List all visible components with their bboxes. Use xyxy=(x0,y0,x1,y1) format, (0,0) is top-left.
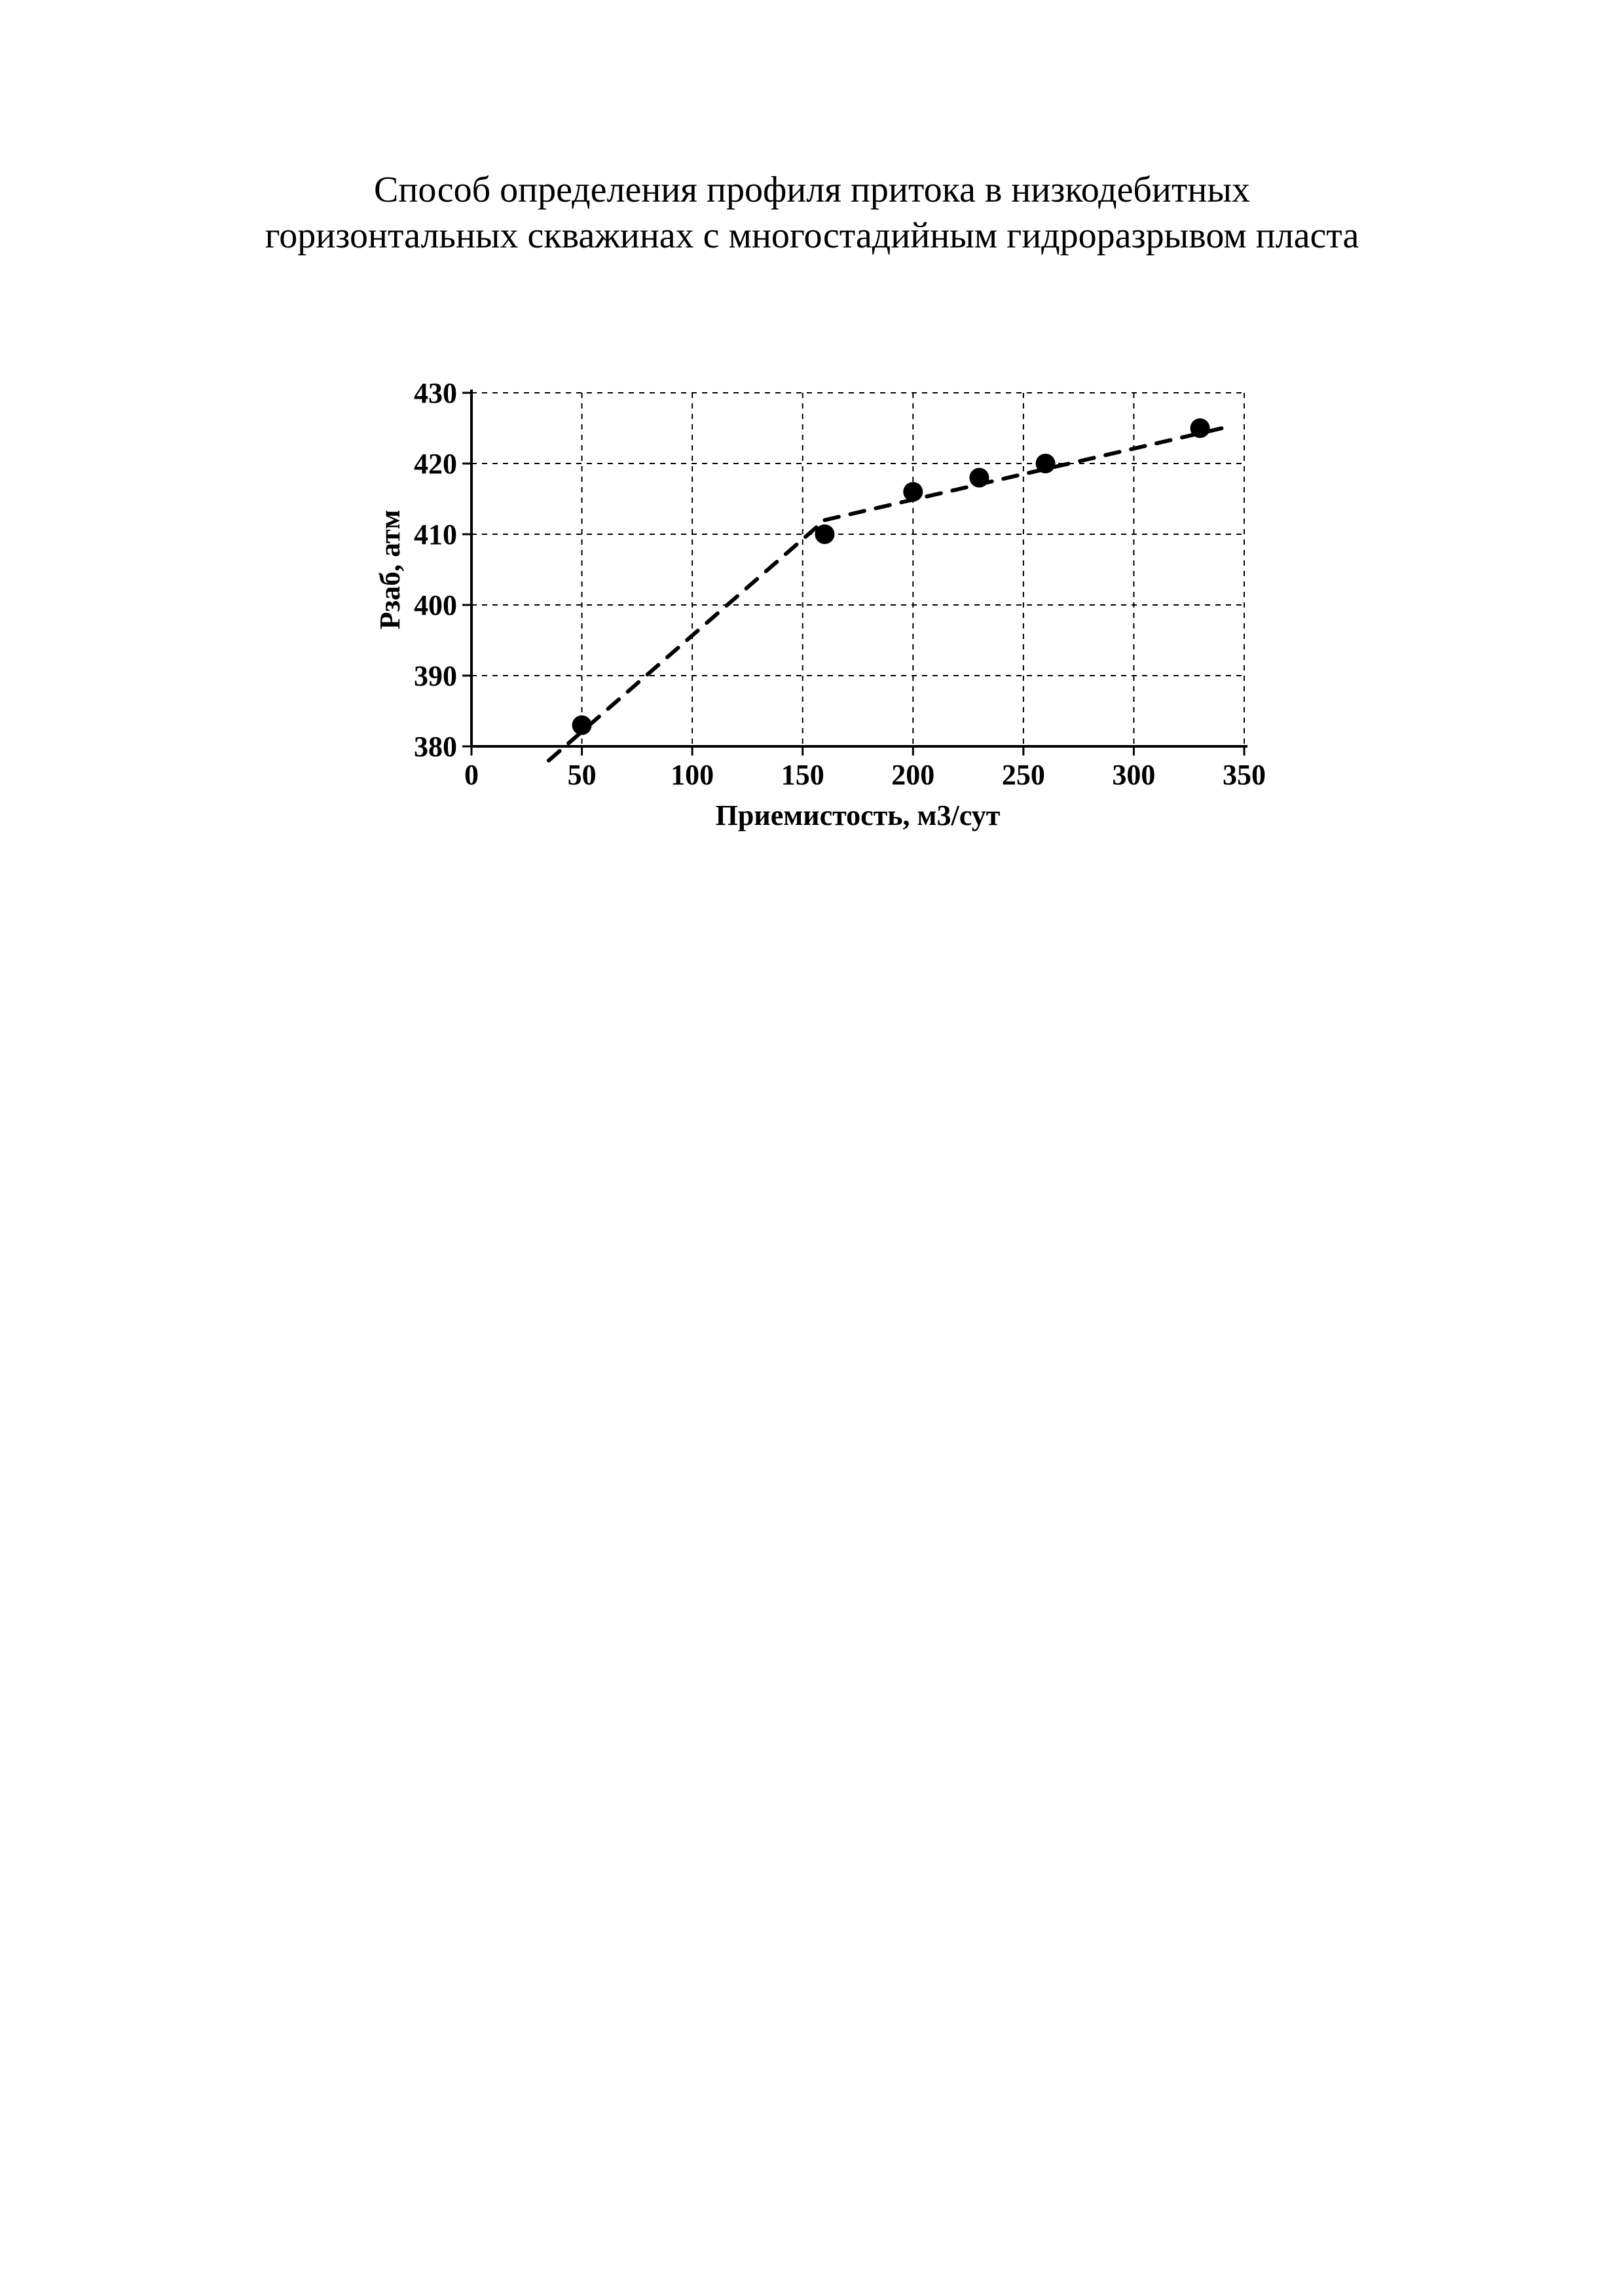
data-point xyxy=(1190,418,1210,438)
data-point xyxy=(903,482,923,501)
data-point xyxy=(572,716,592,735)
y-tick-label: 430 xyxy=(414,377,457,409)
title-line-1: Способ определения профиля притока в низ… xyxy=(374,170,1250,210)
title-line-2: горизонтальных скважинах с многостадийны… xyxy=(265,215,1359,256)
y-tick-label: 410 xyxy=(414,519,457,551)
data-point xyxy=(815,524,834,544)
y-tick-label: 390 xyxy=(414,660,457,692)
y-tick-label: 400 xyxy=(414,589,457,621)
x-tick-label: 300 xyxy=(1112,759,1155,791)
x-tick-label: 150 xyxy=(781,759,824,791)
y-axis-label: Рзаб, атм xyxy=(374,509,406,629)
x-tick-label: 200 xyxy=(891,759,934,791)
x-axis-label: Приемистость, м3/сут xyxy=(716,799,1001,831)
x-tick-label: 0 xyxy=(464,759,479,791)
y-tick-label: 380 xyxy=(414,731,457,763)
x-tick-label: 350 xyxy=(1223,759,1266,791)
plot-area xyxy=(471,393,1244,746)
x-tick-label: 50 xyxy=(568,759,597,791)
data-point xyxy=(1036,454,1056,473)
chart: 0 50 100 150 200 250 300 350 380 390 400 410 420 430 П… xyxy=(373,367,1290,877)
data-point xyxy=(969,468,989,488)
chart-svg: 0 50 100 150 200 250 300 350 380 390 400 410 420 430 П… xyxy=(373,367,1290,877)
x-tick-label: 100 xyxy=(671,759,714,791)
page-title: Способ определения профиля притока в низ… xyxy=(0,167,1624,259)
page: Способ определения профиля притока в низ… xyxy=(0,0,1624,2296)
x-tick-label: 250 xyxy=(1002,759,1045,791)
y-tick-label: 420 xyxy=(414,448,457,480)
